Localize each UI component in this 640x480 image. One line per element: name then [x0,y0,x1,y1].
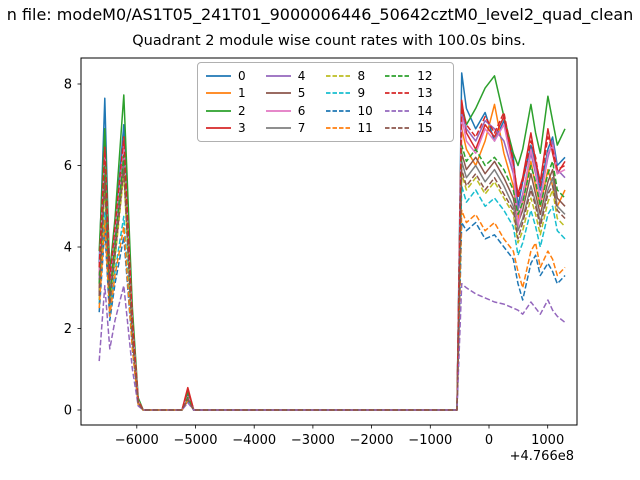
legend-item-12: 12 [385,67,445,85]
legend-line-sample [325,127,351,130]
legend: 0 1 2 3 4 5 6 7 8 9 10 11 12 13 14 15 [197,62,454,142]
legend-line-sample [325,109,351,112]
legend-line-sample [385,109,411,112]
legend-line-sample [325,92,351,95]
legend-line-sample [325,74,351,77]
legend-item-11: 11 [325,120,386,138]
legend-label: 15 [417,121,433,136]
y-tick-label: 6 [64,159,72,174]
series-line-10 [98,221,566,411]
legend-label: 11 [357,121,373,136]
legend-item-2: 2 [206,102,266,120]
legend-item-9: 9 [325,85,386,103]
legend-item-10: 10 [325,102,386,120]
legend-item-15: 15 [385,120,445,138]
x-tick-label: −2000 [350,433,394,448]
legend-item-4: 4 [265,67,326,85]
legend-label: 5 [297,86,306,101]
legend-line-sample [265,109,291,112]
series-line-12 [98,144,566,411]
legend-item-7: 7 [265,120,326,138]
legend-label: 10 [357,103,373,118]
legend-label: 8 [357,68,366,83]
series-line-1 [98,103,566,411]
legend-label: 2 [238,103,246,118]
x-axis-offset-label: +4.766e8 [509,449,574,464]
x-tick-label: −3000 [291,433,335,448]
x-tick-label: −5000 [174,433,218,448]
legend-item-0: 0 [206,67,266,85]
legend-item-8: 8 [325,67,386,85]
legend-line-sample [265,92,291,95]
series-line-15 [98,168,566,411]
series-line-3 [98,99,566,411]
axes-title: Quadrant 2 module wise count rates with … [132,33,526,49]
legend-label: 7 [297,121,306,136]
y-tick-label: 0 [64,404,72,419]
legend-item-6: 6 [265,102,326,120]
x-tick-label: −4000 [232,433,276,448]
series-line-2 [98,75,566,411]
legend-item-13: 13 [385,85,445,103]
series-line-9 [98,185,566,411]
x-tick-label: 0 [485,433,493,448]
y-tick-label: 4 [64,241,72,256]
y-tick-label: 2 [64,322,72,337]
x-tick-label: 1000 [531,433,564,448]
series-line-13 [98,107,566,411]
legend-label: 0 [238,68,246,83]
legend-line-sample [206,127,231,130]
series-line-8 [98,172,566,411]
series-line-5 [98,152,566,411]
series-lines [98,72,566,411]
legend-label: 12 [417,68,433,83]
legend-line-sample [385,74,411,77]
legend-label: 3 [238,121,246,136]
figure-title: n file: modeM0/AS1T05_241T01_9000006446_… [6,5,634,24]
y-tick-label: 8 [64,78,72,93]
legend-label: 6 [297,103,306,118]
x-tick-label: −6000 [115,433,159,448]
legend-item-14: 14 [385,102,445,120]
legend-label: 1 [238,86,246,101]
legend-label: 9 [357,86,366,101]
x-tick-label: −1000 [408,433,452,448]
series-line-6 [98,115,566,411]
legend-item-5: 5 [265,85,326,103]
series-line-14 [98,282,566,411]
legend-line-sample [385,127,411,130]
legend-line-sample [206,109,231,112]
legend-label: 13 [417,86,433,101]
legend-line-sample [206,74,231,77]
legend-line-sample [206,92,231,95]
plot-border [80,57,578,426]
legend-label: 4 [297,68,306,83]
legend-line-sample [385,92,411,95]
legend-line-sample [265,74,291,77]
series-line-11 [98,209,566,411]
legend-item-1: 1 [206,85,266,103]
legend-line-sample [265,127,291,130]
legend-item-3: 3 [206,120,266,138]
legend-label: 14 [417,103,433,118]
